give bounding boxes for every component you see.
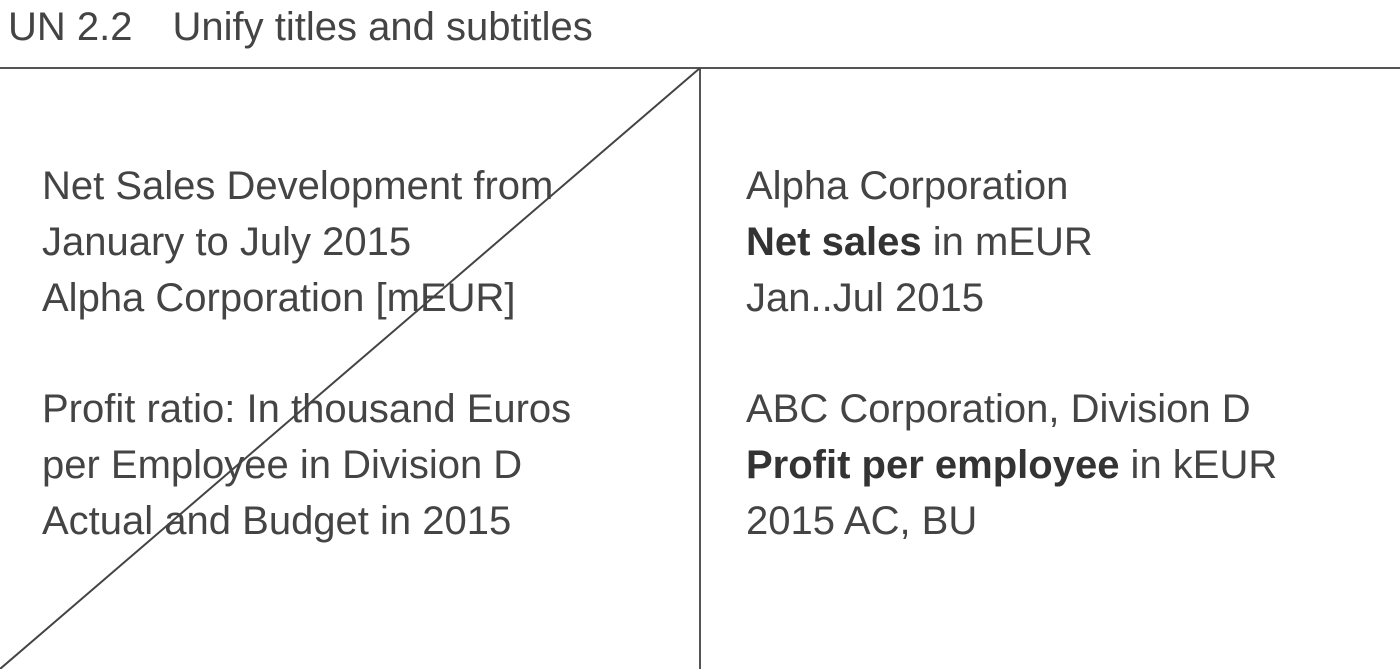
title-entity: ABC Corporation, Division D <box>746 387 1251 431</box>
title-measure-line: Net sales in mEUR <box>746 214 1093 270</box>
title-measure: Net sales <box>746 220 922 264</box>
section-title: Unify titles and subtitles <box>172 5 593 49</box>
title-measure: Profit per employee <box>746 443 1120 487</box>
title-period: 2015 AC, BU <box>746 499 978 543</box>
title-measure-line: Profit per employee in kEUR <box>746 437 1277 493</box>
text-line: January to July 2015 <box>42 220 412 264</box>
good-example-title-2: ABC Corporation, Division D Profit per e… <box>746 381 1277 549</box>
column-divider <box>699 68 701 669</box>
text-line: Actual and Budget in 2015 <box>42 499 512 543</box>
text-line: Net Sales Development from <box>42 164 554 208</box>
section-number: UN 2.2 <box>8 5 133 49</box>
text-line: per Employee in Division D <box>42 443 523 487</box>
title-period: Jan..Jul 2015 <box>746 276 984 320</box>
text-line: Profit ratio: In thousand Euros <box>42 387 572 431</box>
bad-example-title-2: Profit ratio: In thousand Euros per Empl… <box>42 381 571 549</box>
good-example-title-1: Alpha Corporation Net sales in mEUR Jan.… <box>746 158 1093 326</box>
title-unit: in kEUR <box>1119 443 1278 487</box>
text-line: Alpha Corporation [mEUR] <box>42 276 516 320</box>
title-entity: Alpha Corporation <box>746 164 1069 208</box>
page-title: UN 2.2 Unify titles and subtitles <box>8 0 593 54</box>
bad-example-title-1: Net Sales Development from January to Ju… <box>42 158 553 326</box>
title-unit: in mEUR <box>921 220 1093 264</box>
